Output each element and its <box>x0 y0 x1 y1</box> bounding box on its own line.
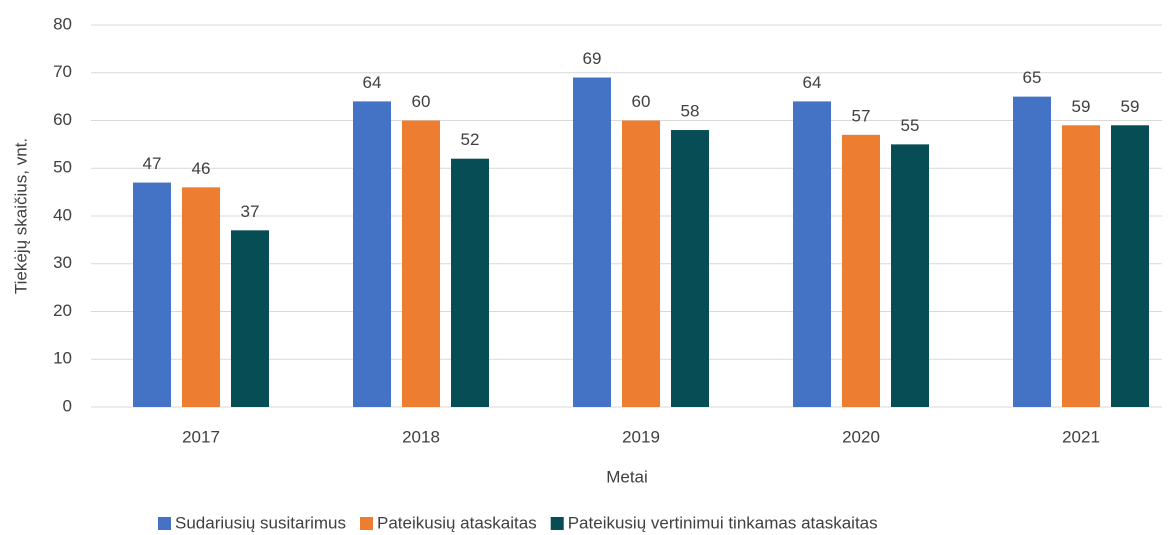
data-label: 37 <box>241 202 260 221</box>
y-tick-label: 20 <box>53 301 72 320</box>
x-tick-label: 2019 <box>622 427 660 446</box>
legend-label: Pateikusių vertinimui tinkamas ataskaita… <box>568 513 878 532</box>
data-label: 65 <box>1023 68 1042 87</box>
x-axis-title: Metai <box>606 467 648 486</box>
data-label: 60 <box>632 92 651 111</box>
y-tick-label: 10 <box>53 349 72 368</box>
data-label: 46 <box>192 159 211 178</box>
legend-swatch <box>550 517 564 530</box>
data-label: 58 <box>681 102 700 121</box>
bar <box>231 230 269 407</box>
y-tick-label: 80 <box>53 14 72 33</box>
y-axis-title: Tiekėjų skaičius, vnt. <box>11 138 30 294</box>
data-label: 52 <box>461 130 480 149</box>
bar <box>451 158 489 407</box>
data-label: 59 <box>1121 97 1140 116</box>
bar <box>1013 96 1051 407</box>
data-label: 55 <box>901 116 920 135</box>
bar <box>133 182 171 407</box>
legend-label: Sudariusių susitarimus <box>175 513 346 532</box>
bar <box>1062 125 1100 408</box>
data-label: 47 <box>143 154 162 173</box>
bar <box>182 187 220 407</box>
bar <box>353 101 391 408</box>
y-tick-label: 0 <box>63 396 72 415</box>
data-label: 64 <box>363 73 382 92</box>
x-tick-label: 2017 <box>182 427 220 446</box>
data-label: 60 <box>412 92 431 111</box>
legend-swatch <box>360 517 374 530</box>
bar <box>842 134 880 407</box>
y-tick-label: 40 <box>53 205 72 224</box>
bar <box>1111 125 1149 408</box>
data-label: 69 <box>583 49 602 68</box>
y-tick-label: 60 <box>53 110 72 129</box>
y-tick-label: 50 <box>53 158 72 177</box>
x-tick-label: 2018 <box>402 427 440 446</box>
x-tick-label: 2021 <box>1062 427 1100 446</box>
data-label: 64 <box>803 73 822 92</box>
legend-swatch <box>158 517 171 530</box>
legend-label: Pateikusių ataskaitas <box>377 513 537 532</box>
data-label: 57 <box>852 106 871 125</box>
bar <box>891 144 929 407</box>
x-tick-label: 2020 <box>842 427 880 446</box>
bar <box>793 101 831 408</box>
bar <box>573 77 611 408</box>
data-label: 59 <box>1072 97 1091 116</box>
bar <box>671 130 709 408</box>
bar <box>622 120 660 407</box>
y-tick-label: 30 <box>53 253 72 272</box>
bar <box>402 120 440 407</box>
y-tick-label: 70 <box>53 62 72 81</box>
